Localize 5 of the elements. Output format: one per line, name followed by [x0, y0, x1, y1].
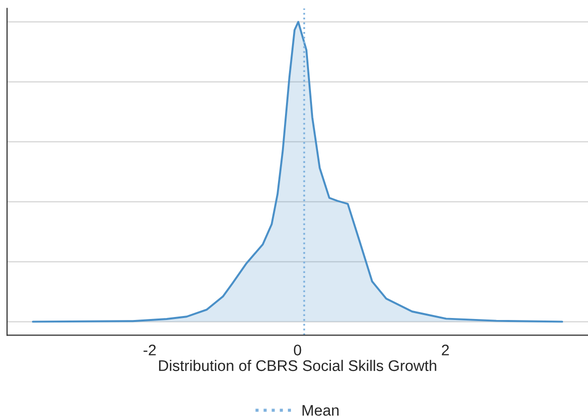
x-tick-label: 2 — [442, 344, 449, 356]
x-tick-label: -2 — [144, 344, 156, 356]
x-tick-label: 0 — [294, 344, 302, 356]
x-axis-title: Distribution of CBRS Social Skills Growth — [159, 360, 436, 372]
legend-label: Mean — [302, 405, 339, 416]
